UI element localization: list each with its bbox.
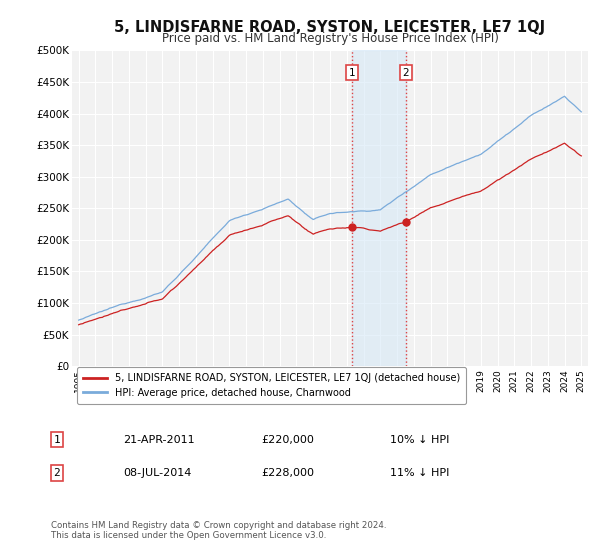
Text: Contains HM Land Registry data © Crown copyright and database right 2024.
This d: Contains HM Land Registry data © Crown c… (51, 521, 386, 540)
Legend: 5, LINDISFARNE ROAD, SYSTON, LEICESTER, LE7 1QJ (detached house), HPI: Average p: 5, LINDISFARNE ROAD, SYSTON, LEICESTER, … (77, 367, 466, 404)
Bar (352, 50, 406, 366)
Text: 1: 1 (53, 435, 61, 445)
Text: 5, LINDISFARNE ROAD, SYSTON, LEICESTER, LE7 1QJ: 5, LINDISFARNE ROAD, SYSTON, LEICESTER, … (115, 20, 545, 35)
Text: £220,000: £220,000 (261, 435, 314, 445)
Text: 10% ↓ HPI: 10% ↓ HPI (390, 435, 449, 445)
Text: 11% ↓ HPI: 11% ↓ HPI (390, 468, 449, 478)
Text: Price paid vs. HM Land Registry's House Price Index (HPI): Price paid vs. HM Land Registry's House … (161, 32, 499, 45)
Text: 2: 2 (53, 468, 61, 478)
Text: 08-JUL-2014: 08-JUL-2014 (123, 468, 191, 478)
Text: 21-APR-2011: 21-APR-2011 (123, 435, 194, 445)
Text: 1: 1 (349, 68, 355, 77)
Text: 2: 2 (403, 68, 409, 77)
Text: £228,000: £228,000 (261, 468, 314, 478)
